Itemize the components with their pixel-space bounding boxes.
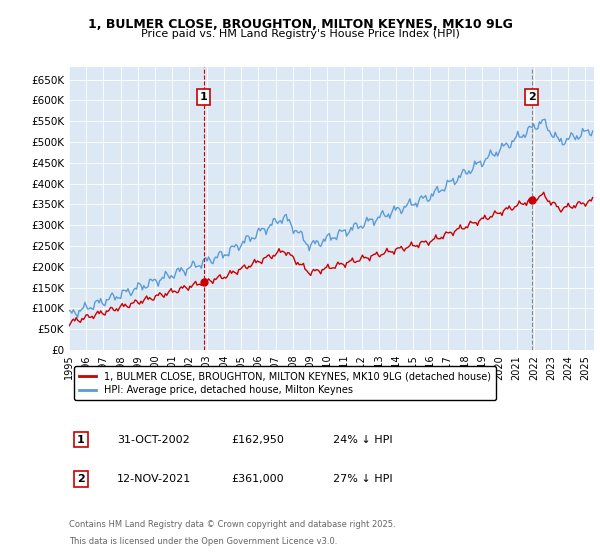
Text: This data is licensed under the Open Government Licence v3.0.: This data is licensed under the Open Gov… <box>69 537 337 546</box>
Text: £361,000: £361,000 <box>231 474 284 484</box>
Text: 1: 1 <box>77 435 85 445</box>
Text: 1: 1 <box>200 92 208 102</box>
Text: 31-OCT-2002: 31-OCT-2002 <box>117 435 190 445</box>
Text: 2: 2 <box>77 474 85 484</box>
Text: Contains HM Land Registry data © Crown copyright and database right 2025.: Contains HM Land Registry data © Crown c… <box>69 520 395 529</box>
Text: 1, BULMER CLOSE, BROUGHTON, MILTON KEYNES, MK10 9LG: 1, BULMER CLOSE, BROUGHTON, MILTON KEYNE… <box>88 18 512 31</box>
Text: 27% ↓ HPI: 27% ↓ HPI <box>333 474 392 484</box>
Text: 12-NOV-2021: 12-NOV-2021 <box>117 474 191 484</box>
Text: 24% ↓ HPI: 24% ↓ HPI <box>333 435 392 445</box>
Text: £162,950: £162,950 <box>231 435 284 445</box>
Text: Price paid vs. HM Land Registry's House Price Index (HPI): Price paid vs. HM Land Registry's House … <box>140 29 460 39</box>
Legend: 1, BULMER CLOSE, BROUGHTON, MILTON KEYNES, MK10 9LG (detached house), HPI: Avera: 1, BULMER CLOSE, BROUGHTON, MILTON KEYNE… <box>74 366 496 400</box>
Text: 2: 2 <box>527 92 535 102</box>
